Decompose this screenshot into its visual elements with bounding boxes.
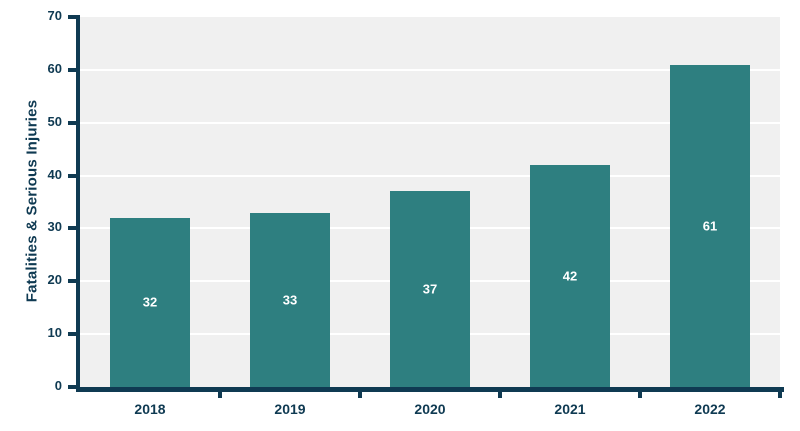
- y-axis-line: [76, 17, 80, 392]
- y-tick-30: [68, 226, 80, 231]
- x-tick-1: [218, 387, 222, 398]
- bar-value-label-2020: 37: [422, 281, 438, 297]
- gridline-50: [80, 121, 780, 124]
- bar-value-label-2021: 42: [562, 268, 578, 284]
- y-tick-50: [68, 120, 80, 125]
- bar-2022: 61: [670, 64, 750, 387]
- y-tick-label-10: 10: [47, 325, 62, 341]
- gridline-60: [80, 68, 780, 71]
- x-category-label-2021: 2021: [554, 401, 586, 417]
- y-tick-40: [68, 173, 80, 178]
- gridline-40: [80, 174, 780, 177]
- y-tick-label-20: 20: [47, 272, 62, 288]
- x-category-label-2019: 2019: [274, 401, 306, 417]
- plot-area: 32 33 37 42 61: [80, 17, 780, 387]
- x-tick-5: [778, 387, 782, 398]
- x-tick-4: [638, 387, 642, 398]
- y-tick-0: [68, 385, 80, 389]
- x-axis-line: [76, 387, 784, 392]
- y-tick-label-50: 50: [47, 113, 62, 129]
- y-tick-20: [68, 279, 80, 284]
- y-tick-60: [68, 67, 80, 72]
- y-tick-10: [68, 332, 80, 337]
- y-tick-label-70: 70: [47, 8, 62, 23]
- bar-2020: 37: [390, 191, 470, 387]
- y-tick-label-40: 40: [47, 166, 62, 182]
- x-tick-2: [358, 387, 362, 398]
- y-tick-label-0: 0: [54, 378, 62, 393]
- x-tick-3: [498, 387, 502, 398]
- bar-value-label-2019: 33: [282, 292, 298, 308]
- y-tick-label-60: 60: [47, 60, 62, 76]
- bar-value-label-2022: 61: [702, 218, 718, 234]
- x-category-label-2018: 2018: [134, 401, 166, 417]
- bar-2019: 33: [250, 212, 330, 387]
- y-tick-70: [68, 15, 80, 19]
- bar-2021: 42: [530, 165, 610, 387]
- bar-2018: 32: [110, 217, 190, 387]
- x-category-label-2022: 2022: [694, 401, 726, 417]
- x-category-label-2020: 2020: [414, 401, 446, 417]
- y-tick-label-30: 30: [47, 219, 62, 235]
- bar-value-label-2018: 32: [142, 294, 158, 310]
